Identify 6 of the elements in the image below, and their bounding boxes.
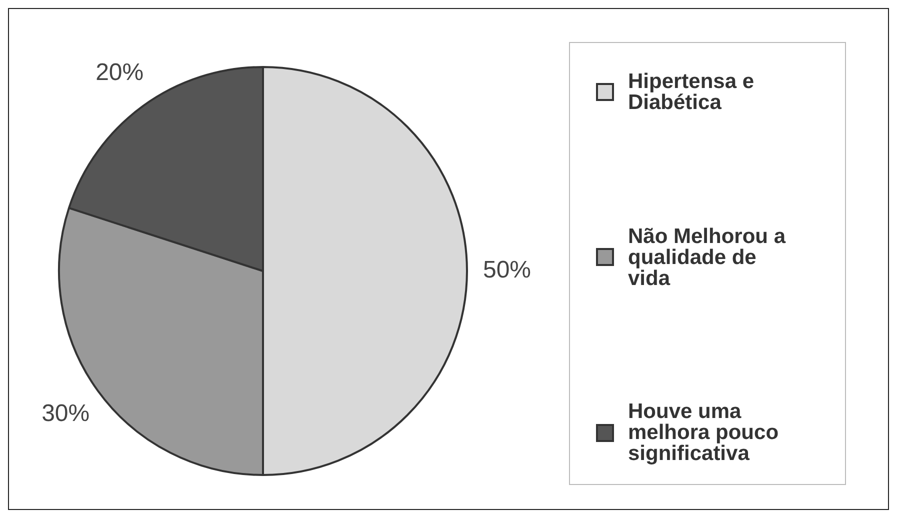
data-label: 30% <box>42 400 90 428</box>
legend-label: Hipertensa e Diabética <box>628 70 756 114</box>
data-label: 50% <box>482 256 532 284</box>
data-label: 20% <box>96 59 144 86</box>
legend-label: Houve uma melhora pouco significativa <box>628 400 780 465</box>
legend-label: Não Melhorou a qualidade de vida <box>628 224 787 290</box>
